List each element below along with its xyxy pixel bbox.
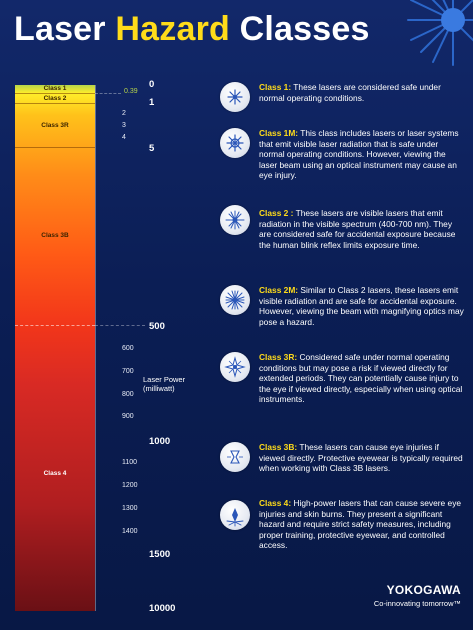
scale-tick-small: 700: [122, 368, 134, 375]
description-body: This class includes lasers or laser syst…: [259, 128, 459, 181]
class-4-label: Class 4: [43, 470, 67, 477]
description-heading: Class 1:: [259, 82, 292, 92]
title-word-3: Classes: [239, 10, 370, 48]
laser-burst-decoration: [407, 0, 473, 66]
description-class-4: Class 4: High-power lasers that can caus…: [259, 498, 465, 551]
description-body: These lasers are visible lasers that emi…: [259, 208, 456, 250]
description-heading: Class 4:: [259, 498, 292, 508]
description-class-3r: Class 3R: Considered safe under normal o…: [259, 352, 465, 405]
scale-tick-major: 5: [149, 143, 155, 154]
axis-label-line-1: Laser Power: [143, 375, 186, 384]
description-heading: Class 1M:: [259, 128, 299, 138]
axis-label-line-2: (milliwatt): [143, 384, 175, 393]
description-body: Similar to Class 2 lasers, these lasers …: [259, 285, 464, 327]
scale-tick-major: 0: [149, 79, 155, 90]
class4-boundary-line: [95, 325, 145, 326]
scale-tick-small: 3: [122, 122, 126, 129]
description-class-1m: Class 1M: This class includes lasers or …: [259, 128, 465, 181]
description-class-3b: Class 3B: These lasers can cause eye inj…: [259, 442, 465, 474]
scale-tick-small: 600: [122, 345, 134, 352]
hazard-class-bar: Class 1 Class 2 Class 3R Class 3B Class …: [15, 85, 95, 611]
scale-tick-major: 10000: [149, 603, 176, 614]
brand-tagline: Co-innovating tomorrow™: [373, 599, 461, 608]
scale-tick-small: 1100: [122, 459, 138, 466]
page-title: Laser Hazard Classes: [14, 10, 370, 49]
class-2-label: Class 2: [43, 95, 67, 102]
description-body: These lasers are considered safe under n…: [259, 82, 441, 103]
laser-class-4-icon: [220, 500, 250, 530]
axis-label: Laser Power (milliwatt): [143, 375, 185, 393]
laser-class-1-icon: [220, 82, 250, 112]
class-3r-label: Class 3R: [41, 122, 69, 129]
laser-class-3b-icon: [220, 442, 250, 472]
scale-tick-small: 800: [122, 391, 134, 398]
scale-tick-small: 4: [122, 134, 126, 141]
description-class-2m: Class 2M: Similar to Class 2 lasers, the…: [259, 285, 465, 327]
description-class-1: Class 1: These lasers are considered saf…: [259, 82, 465, 103]
description-heading: Class 2 :: [259, 208, 294, 218]
laser-class-3r-icon: [220, 352, 250, 382]
class-1-label: Class 1: [43, 85, 67, 92]
brand-name: YOKOGAWA: [386, 583, 461, 597]
description-heading: Class 3B:: [259, 442, 298, 452]
bar-divider: [15, 147, 95, 148]
title-word-highlight: Hazard: [115, 10, 230, 48]
description-heading: Class 2M:: [259, 285, 299, 295]
laser-class-2-icon: [220, 205, 250, 235]
bar-divider-dashed: [15, 325, 95, 326]
scale-tick-small: 1400: [122, 528, 138, 535]
scale-marker-label: 0.39: [124, 88, 138, 95]
description-heading: Class 3R:: [259, 352, 298, 362]
laser-class-1m-icon: [220, 128, 250, 158]
marker-leader-line: [95, 93, 121, 94]
scale-tick-major: 500: [149, 321, 165, 332]
scale-tick-major: 1: [149, 97, 155, 108]
scale-tick-small: 2: [122, 110, 126, 117]
description-body: High-power lasers that can cause severe …: [259, 498, 462, 551]
bar-divider: [15, 103, 95, 104]
title-word-1: Laser: [14, 10, 106, 48]
laser-class-2m-icon: [220, 285, 250, 315]
power-axis-line: [95, 85, 96, 611]
scale-tick-small: 900: [122, 413, 134, 420]
description-body: These lasers can cause eye injuries if v…: [259, 442, 463, 474]
description-class-2: Class 2 : These lasers are visible laser…: [259, 208, 465, 250]
scale-tick-major: 1500: [149, 549, 171, 560]
scale-tick-major: 1000: [149, 436, 171, 447]
class-3b-label: Class 3B: [41, 232, 69, 239]
scale-tick-small: 1300: [122, 505, 138, 512]
scale-tick-small: 1200: [122, 482, 138, 489]
description-body: Considered safe under normal operating c…: [259, 352, 463, 405]
bar-divider: [15, 93, 95, 94]
brand-logo: YOKOGAWA Co-innovating tomorrow™: [374, 583, 461, 608]
